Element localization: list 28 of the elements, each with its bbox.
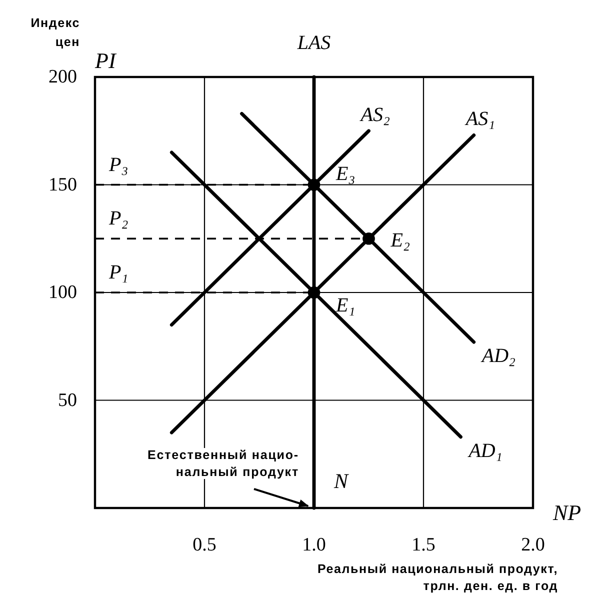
series-label: E₂ <box>390 230 410 252</box>
y-tick-label: 200 <box>48 66 77 88</box>
x-axis-title: Реальный национальный продукт, трлн. ден. ед. в год <box>317 562 558 593</box>
x-tick-label: 1.0 <box>302 534 326 556</box>
x-tick-label: 1.5 <box>412 534 436 556</box>
x-tick-label: 0.5 <box>192 534 216 556</box>
point <box>362 232 375 245</box>
series-label: P₃ <box>108 154 128 176</box>
annotation: Естественный нацио- нальный продукт <box>148 448 299 479</box>
y-tick-label: 150 <box>48 174 77 196</box>
series-label: P₁ <box>108 262 128 284</box>
series-label: LAS <box>296 32 331 54</box>
point <box>308 178 320 191</box>
series-label: AD₂ <box>480 345 516 368</box>
x-tick-label: 2.0 <box>521 534 545 556</box>
series-label: AD₁ <box>466 440 502 462</box>
y-tick-label: 100 <box>48 282 77 303</box>
series-label: AS₁ <box>464 108 496 130</box>
series-label: P₂ <box>108 208 128 230</box>
annotation: N <box>333 469 349 493</box>
text: PI <box>94 48 118 73</box>
y-tick-label: 50 <box>58 390 77 411</box>
series-label: E₁ <box>335 294 356 316</box>
point <box>308 286 320 299</box>
text: NP <box>552 500 582 525</box>
series-label: AS₂ <box>358 104 390 126</box>
y-axis-title: Индекс цен <box>30 16 80 49</box>
series-label: E₃ <box>335 162 356 185</box>
